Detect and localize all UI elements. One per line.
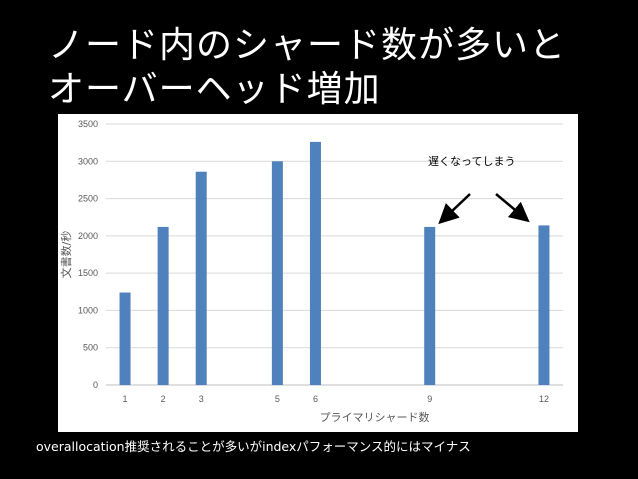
bar	[157, 226, 169, 385]
slide-title: ノード内のシャード数が多いと オーバーヘッド増加	[48, 24, 566, 112]
y-axis-title: 文書数/秒	[59, 231, 73, 279]
y-tick-label: 0	[93, 380, 98, 390]
y-tick-label: 1500	[78, 268, 98, 278]
bar	[538, 225, 550, 385]
annotation-arrow	[438, 193, 471, 225]
y-tick-label: 3000	[78, 156, 98, 166]
bar	[119, 292, 131, 385]
x-tick-label: 1	[123, 394, 128, 404]
slide-title-line-1: ノード内のシャード数が多いと	[48, 25, 567, 66]
y-tick-label: 500	[83, 343, 98, 353]
x-tick-label: 6	[313, 394, 318, 404]
x-tick-label: 3	[199, 394, 204, 404]
y-tick-label: 1000	[78, 305, 98, 315]
x-tick-label: 5	[275, 394, 280, 404]
y-tick-label: 3500	[78, 119, 98, 129]
slide-title-line-2: オーバーヘッド増加	[48, 69, 381, 110]
x-tick-label: 9	[427, 394, 432, 404]
bar	[271, 161, 283, 385]
y-tick-label: 2500	[78, 194, 98, 204]
bar	[424, 226, 436, 385]
annotation-label: 遅くなってしまう	[428, 155, 515, 168]
y-tick-label: 2000	[78, 231, 98, 241]
x-tick-label: 12	[539, 394, 549, 404]
bar	[195, 171, 207, 385]
chart-panel: 0 500 1000 1500 2000 2500 3000 3500 1 2 3 5 6 9 12 プライマ…	[58, 114, 578, 432]
bar	[309, 141, 321, 385]
slide-footer-note: overallocation推奨されることが多いがindexパフォーマンス的には…	[36, 439, 471, 454]
x-tick-label: 2	[161, 394, 166, 404]
x-axis-title: プライマリシャード数	[320, 411, 430, 424]
annotation-arrow	[495, 193, 530, 223]
